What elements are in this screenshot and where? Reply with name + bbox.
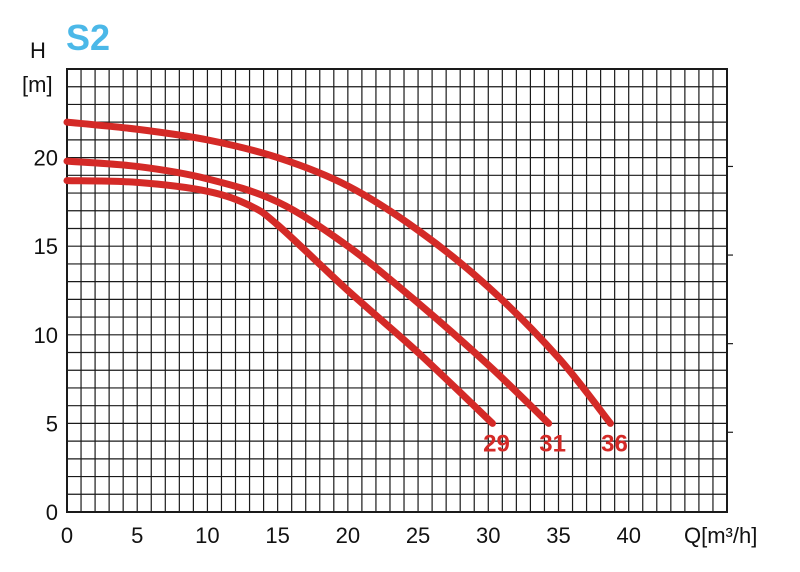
curve-31 <box>63 157 553 427</box>
y-tick-label: 20 <box>34 146 58 171</box>
plot-frame <box>66 68 728 513</box>
y-tick-label: 0 <box>46 500 58 525</box>
curve-label-36: 36 <box>601 430 628 457</box>
x-tick-label: 20 <box>336 523 360 548</box>
x-tick-label: 5 <box>131 523 143 548</box>
curve-label-31: 31 <box>539 430 566 457</box>
x-axis-label: Q[m³/h] <box>684 523 757 548</box>
x-tick-label: 35 <box>546 523 570 548</box>
y-axis-label-h: H <box>30 38 46 63</box>
curves: 29 31 36 <box>63 118 628 457</box>
x-tick-label: 30 <box>476 523 500 548</box>
x-tick-label: 25 <box>406 523 430 548</box>
curve-label-29: 29 <box>483 430 510 457</box>
curve-29 <box>63 177 496 427</box>
x-axis-ticks: 0 5 10 15 20 25 30 35 40 <box>61 523 641 548</box>
x-tick-label: 15 <box>265 523 289 548</box>
chart-title: S2 <box>66 17 110 58</box>
y-tick-label: 15 <box>34 234 58 259</box>
y-axis-label-unit: [m] <box>22 72 53 97</box>
y-tick-label: 5 <box>46 411 58 436</box>
y-axis-ticks: 0 5 10 15 20 <box>34 146 58 525</box>
y-tick-label: 10 <box>34 323 58 348</box>
x-tick-label: 10 <box>195 523 219 548</box>
x-tick-label: 0 <box>61 523 73 548</box>
curve-36 <box>63 118 614 427</box>
x-tick-label: 40 <box>616 523 640 548</box>
